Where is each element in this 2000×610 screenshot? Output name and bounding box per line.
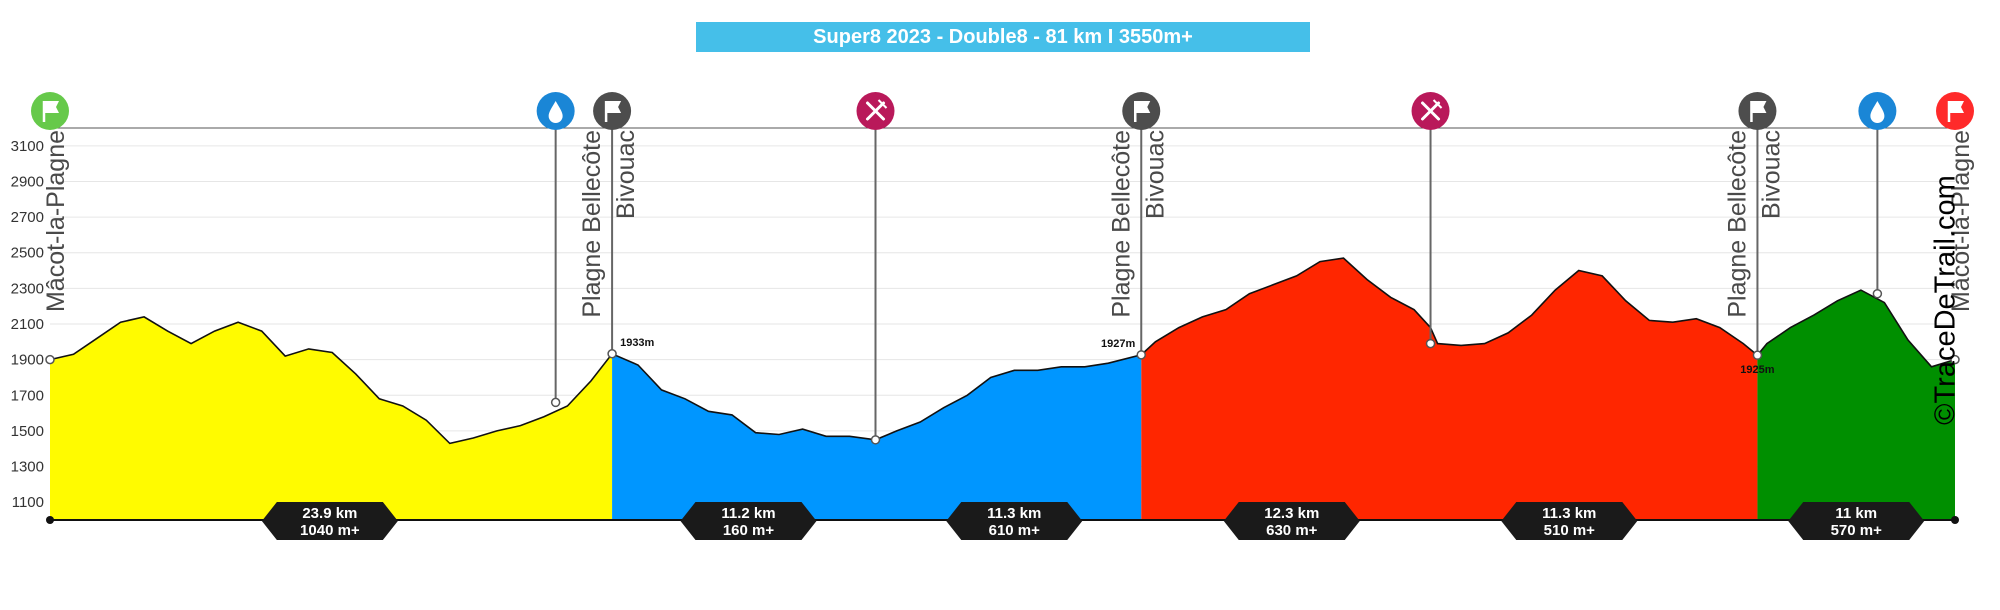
segment-gain-label: 160 m+ <box>723 522 775 539</box>
waypoint-marker <box>607 349 617 359</box>
waypoint-name-label: Plagne Bellecôte <box>1107 130 1135 318</box>
waypoint-name-label: Mâcot-la-Plagne <box>1947 130 1975 312</box>
y-tick-label: 2700 <box>11 209 44 226</box>
waypoint-marker <box>1425 338 1436 349</box>
y-tick-label: 2300 <box>11 280 44 297</box>
waypoint-marker <box>550 397 561 408</box>
flag-cloth-glyph <box>44 101 59 113</box>
waypoint-name-label: Bivouac <box>612 130 640 219</box>
water-drop-icon <box>1858 92 1897 130</box>
baseline-start-dot <box>46 516 54 524</box>
water-drop-glyph <box>1870 101 1885 123</box>
waypoint-name-label: Mâcot-la-Plagne <box>42 130 70 312</box>
waypoint-elevation-label: 1927m <box>1101 338 1135 350</box>
waypoint-marker <box>870 435 881 445</box>
segment-gain-label: 630 m+ <box>1266 522 1318 539</box>
y-tick-label: 1100 <box>12 494 44 511</box>
checkpoint-flag-icon <box>1122 92 1161 130</box>
segment-badge <box>1501 502 1638 540</box>
segment-area <box>612 353 1142 520</box>
segment-distance-label: 12.3 km <box>1264 505 1319 522</box>
y-tick-label: 1500 <box>11 423 44 440</box>
food-fork-knife-icon <box>856 92 895 130</box>
segment-gain-label: 610 m+ <box>989 522 1041 539</box>
flag-cloth-glyph <box>1751 101 1767 113</box>
fork-tines-glyph <box>1432 99 1443 109</box>
start-flag-icon <box>31 92 69 130</box>
chart-title: Super8 2023 - Double8 - 81 km I 3550m+ <box>696 22 1310 52</box>
fork-tines-glyph <box>877 99 888 109</box>
flag-cloth-glyph <box>606 101 622 113</box>
food-fork-knife-icon <box>1411 92 1450 130</box>
elevation-profile-line <box>49 257 1956 445</box>
waypoint-marker <box>45 354 55 365</box>
segment-distance-label: 23.9 km <box>302 505 357 522</box>
credit-watermark: ©TraceDeTrail.com <box>1929 175 1962 425</box>
waypoint-name-label: Bivouac <box>1757 130 1785 219</box>
y-tick-label: 1700 <box>11 387 44 404</box>
waypoint-elevation-label: 1925m <box>1740 364 1774 376</box>
segment-badge <box>946 502 1083 540</box>
waypoint-name-label: Plagne Bellecôte <box>578 130 606 318</box>
water-drop-icon <box>536 92 575 130</box>
checkpoint-flag-icon <box>593 92 632 130</box>
fork-glyph <box>1421 101 1441 121</box>
y-tick-label: 3100 <box>11 138 44 155</box>
segment-area <box>50 316 613 520</box>
flag-cloth-glyph <box>1135 101 1151 113</box>
segment-area <box>1141 258 1758 520</box>
waypoint-marker <box>1872 288 1883 299</box>
segment-badge <box>261 502 398 540</box>
y-tick-label: 1300 <box>11 459 44 476</box>
segment-area <box>1757 290 1955 520</box>
waypoint-marker <box>1752 350 1763 360</box>
flag-cloth-glyph <box>1949 101 1964 113</box>
y-tick-label: 2900 <box>11 173 44 190</box>
waypoint-name-label: Bivouac <box>1141 130 1169 219</box>
y-tick-label: 1900 <box>11 352 44 369</box>
finish-flag-icon <box>1936 92 1974 130</box>
y-tick-label: 2100 <box>11 316 44 333</box>
baseline-end-dot <box>1951 516 1959 524</box>
y-tick-label: 2500 <box>11 245 44 262</box>
segment-gain-label: 510 m+ <box>1544 522 1596 539</box>
segment-distance-label: 11 km <box>1835 505 1877 522</box>
waypoint-elevation-label: 1933m <box>620 337 654 349</box>
waypoint-marker <box>1950 354 1960 365</box>
segment-distance-label: 11.3 km <box>987 505 1041 522</box>
waypoint-name-label: Plagne Bellecôte <box>1723 130 1751 318</box>
fork-glyph <box>866 101 885 121</box>
checkpoint-flag-icon <box>1738 92 1777 130</box>
segment-badge <box>1788 502 1925 540</box>
segment-badge <box>1223 502 1360 540</box>
segment-gain-label: 1040 m+ <box>300 522 360 539</box>
segment-gain-label: 570 m+ <box>1831 522 1883 539</box>
waypoint-marker <box>1136 350 1147 360</box>
segment-distance-label: 11.3 km <box>1542 505 1596 522</box>
water-drop-glyph <box>548 101 563 123</box>
segment-badge <box>680 502 817 540</box>
segment-distance-label: 11.2 km <box>721 505 775 522</box>
